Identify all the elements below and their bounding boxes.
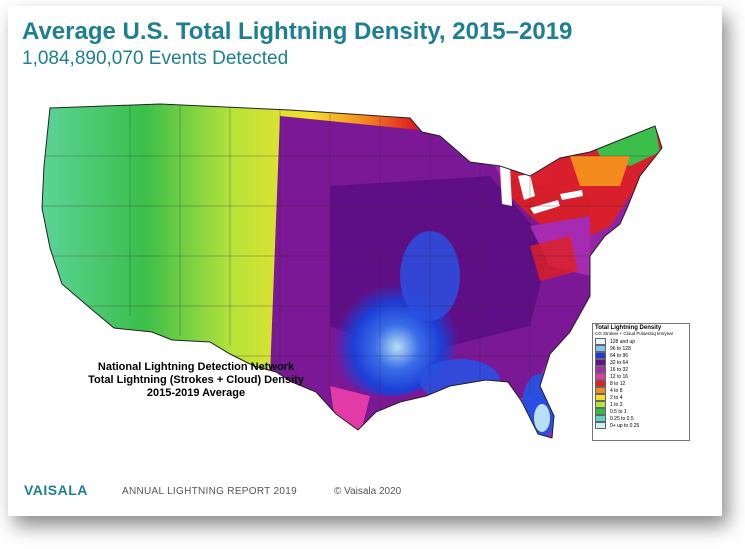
legend-swatch <box>595 408 606 415</box>
legend-row: 4 to 8 <box>593 387 689 394</box>
legend-subtitle: CG Strokes + Cloud Pulses/sq km/year <box>595 331 674 336</box>
legend-swatch <box>595 352 606 359</box>
vaisala-logo: VAISALA <box>24 482 88 498</box>
legend-swatch <box>595 373 606 380</box>
legend-swatch <box>595 387 606 394</box>
legend-swatch <box>595 394 606 401</box>
legend-label: 16 to 32 <box>610 366 629 373</box>
legend-row: 32 to 64 <box>593 359 689 366</box>
legend-swatch <box>595 359 606 366</box>
us-lightning-density-map <box>41 103 663 439</box>
legend-row: 1 to 2 <box>593 401 689 408</box>
legend-row: 64 to 96 <box>593 352 689 359</box>
legend-label: 2 to 4 <box>610 394 623 401</box>
legend-label: 128 and up <box>610 338 636 345</box>
legend-row: 96 to 128 <box>593 345 689 352</box>
legend-title: Total Lightning Density <box>595 325 662 331</box>
legend-label: 4 to 8 <box>610 387 623 394</box>
caption-line-1: National Lightning Detection Network <box>97 361 295 373</box>
legend-row: 0.25 to 0.5 <box>593 415 689 422</box>
legend-label: 8 to 12 <box>610 380 626 387</box>
caption-line-3: 2015-2019 Average <box>146 387 246 399</box>
legend-swatch <box>595 366 606 373</box>
page-subtitle: 1,084,890,070 Events Detected <box>22 48 289 69</box>
legend-row: 0+ up to 0.25 <box>593 422 689 429</box>
legend-swatch <box>595 345 606 352</box>
legend-label: 32 to 64 <box>610 359 629 366</box>
legend-swatch <box>595 380 606 387</box>
legend-row: 8 to 12 <box>593 380 689 387</box>
legend-swatch <box>595 401 606 408</box>
report-name: ANNUAL LIGHTNING REPORT 2019 <box>122 486 297 497</box>
legend-rows: 128 and up 96 to 128 64 to 96 32 to 64 16 to… <box>593 338 689 429</box>
copyright: © Vaisala 2020 <box>334 486 402 497</box>
legend-row: 12 to 16 <box>593 373 689 380</box>
legend-swatch <box>595 415 606 422</box>
map-caption: National Lightning Detection Network Tot… <box>56 361 336 400</box>
legend-row: 2 to 4 <box>593 394 689 401</box>
density-legend: Total Lightning Density CG Strokes + Clo… <box>592 323 690 441</box>
legend-row: 0.5 to 1 <box>593 408 689 415</box>
legend-swatch <box>595 422 606 429</box>
caption-line-2: Total Lightning (Strokes + Cloud) Densit… <box>88 374 304 386</box>
legend-row: 128 and up <box>593 338 689 345</box>
legend-label: 1 to 2 <box>610 401 623 408</box>
legend-label: 64 to 96 <box>610 352 629 359</box>
legend-swatch <box>595 338 606 345</box>
legend-label: 0.5 to 1 <box>610 408 627 415</box>
legend-row: 16 to 32 <box>593 366 689 373</box>
legend-label: 0+ up to 0.25 <box>610 422 640 429</box>
report-slide: Average U.S. Total Lightning Density, 20… <box>8 6 722 516</box>
legend-label: 0.25 to 0.5 <box>610 415 634 422</box>
page-title: Average U.S. Total Lightning Density, 20… <box>22 18 573 45</box>
legend-label: 96 to 128 <box>610 345 631 352</box>
legend-label: 12 to 16 <box>610 373 629 380</box>
